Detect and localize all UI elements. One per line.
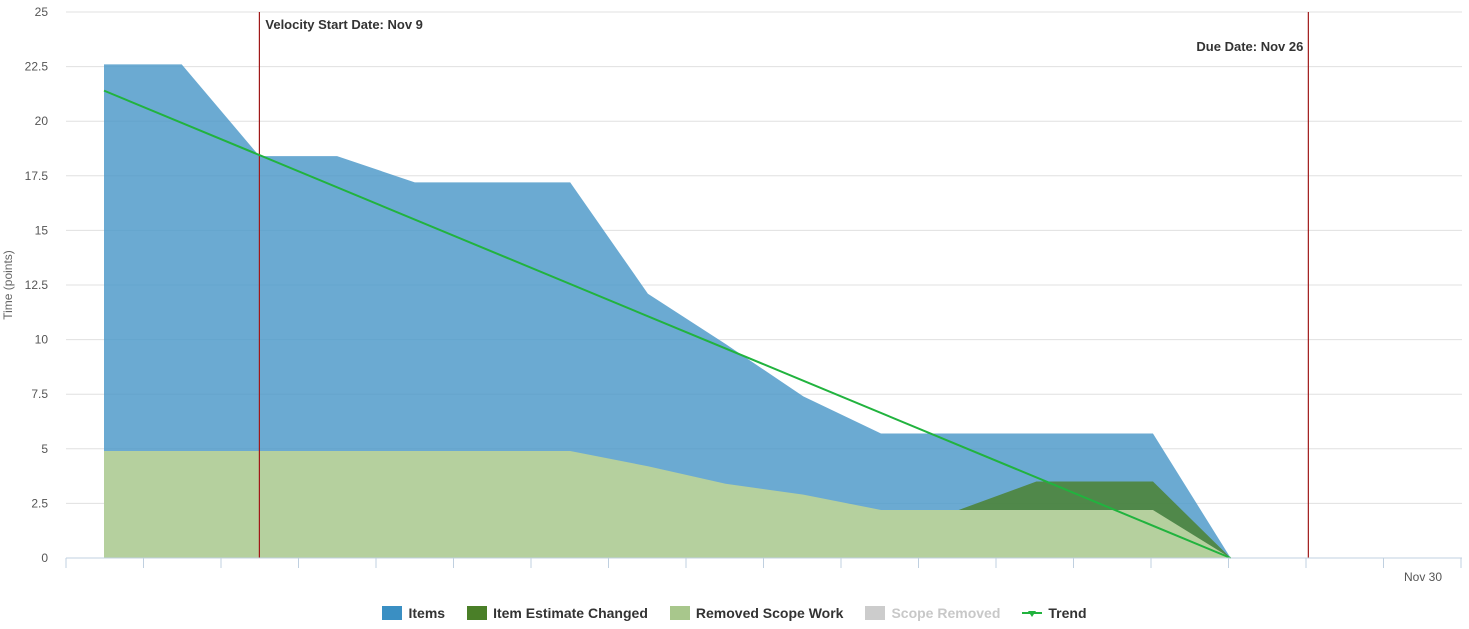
- legend-item-items[interactable]: Items: [382, 605, 445, 621]
- legend-item-scope-removed[interactable]: Scope Removed: [865, 605, 1000, 621]
- trend-series: [103, 89, 1232, 559]
- trend-line: [103, 89, 1232, 559]
- area-series: [104, 64, 1425, 558]
- x-axis: Nov 30: [65, 557, 1462, 584]
- legend-item-trend[interactable]: Trend: [1022, 605, 1087, 621]
- date-markers: Velocity Start Date: Nov 9 Due Date: Nov …: [258, 12, 1309, 558]
- estimate-changed-swatch-icon: [467, 606, 488, 620]
- legend-label: Trend: [1048, 605, 1087, 621]
- removed-scope-swatch-icon: [669, 606, 690, 620]
- y-tick-label: 7.5: [31, 387, 48, 401]
- date-marker-label: Velocity Start Date: Nov 9: [265, 17, 423, 32]
- legend: Items Item Estimate Changed Removed Scop…: [0, 603, 1469, 623]
- y-axis-title: Time (points): [1, 250, 15, 320]
- legend-label: Scope Removed: [891, 605, 1001, 621]
- y-tick-label: 20: [35, 114, 49, 128]
- y-tick-label: 5: [41, 442, 48, 456]
- removed-scope-work-area: [104, 450, 1425, 558]
- y-tick-label: 25: [35, 5, 49, 19]
- y-tick-label: 10: [35, 333, 49, 347]
- legend-label: Items: [408, 605, 446, 621]
- y-tick-label: 12.5: [25, 278, 49, 292]
- y-axis: 0 2.5 5 7.5 10 12.5 15 17.5 20 22.5 25: [25, 5, 49, 565]
- items-swatch-icon: [382, 606, 403, 620]
- items-area: [104, 64, 1425, 558]
- trend-swatch-icon: [1022, 606, 1043, 620]
- burndown-chart: 0 2.5 5 7.5 10 12.5 15 17.5 20 22.5 25 Time (point…: [1, 5, 1462, 584]
- legend-item-item-estimate-changed[interactable]: Item Estimate Changed: [467, 605, 648, 621]
- y-tick-label: 2.5: [31, 496, 48, 510]
- legend-label: Removed Scope Work: [695, 605, 844, 621]
- scope-removed-swatch-icon: [865, 606, 886, 620]
- y-tick-label: 17.5: [25, 169, 49, 183]
- y-tick-label: 15: [35, 223, 49, 237]
- x-tick-label: Nov 30: [1404, 570, 1442, 584]
- date-marker-label: Due Date: Nov 26: [1196, 39, 1303, 54]
- y-tick-label: 0: [41, 551, 48, 565]
- legend-item-removed-scope-work[interactable]: Removed Scope Work: [669, 605, 844, 621]
- y-tick-label: 22.5: [25, 60, 49, 74]
- legend-label: Item Estimate Changed: [493, 605, 648, 621]
